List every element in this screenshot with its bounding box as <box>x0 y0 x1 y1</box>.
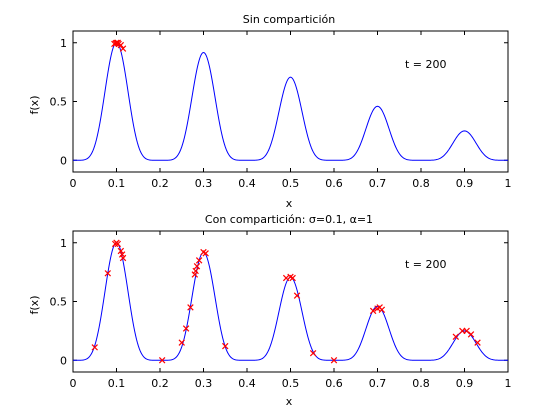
x-tick-label: 0 <box>70 377 77 390</box>
data-marker <box>330 357 338 364</box>
data-marker <box>193 263 201 270</box>
x-tick-label: 0.6 <box>325 177 343 190</box>
x-tick-label: 0.7 <box>369 177 387 190</box>
y-tick-label: 0 <box>60 154 67 167</box>
x-tick-label: 0.5 <box>282 377 300 390</box>
chart-bottom: Con compartición: σ=0.1, α=1 0 0.1 0.2 0.3 0… <box>28 213 512 408</box>
x-tick-label: 0.4 <box>238 177 256 190</box>
data-marker <box>112 40 119 47</box>
y-tick-label: 0.5 <box>50 96 68 109</box>
data-marker <box>452 333 460 340</box>
data-marker <box>192 267 199 275</box>
chart-bottom-title: Con compartición: σ=0.1, α=1 <box>205 213 373 226</box>
x-tick-label: 0.9 <box>456 377 474 390</box>
data-marker <box>158 357 166 364</box>
x-tick-label: 0.3 <box>195 177 213 190</box>
y-tick-label: 0 <box>60 354 67 367</box>
chart-top-xlabel: x <box>286 197 293 210</box>
chart-top: Sin compartición 0 0.1 0.2 0.3 0.4 0.5 0.6 0.7 0… <box>28 13 512 210</box>
chart-bottom-markers <box>91 239 481 364</box>
data-marker <box>293 292 301 299</box>
data-marker <box>178 339 185 346</box>
x-tick-label: 0.8 <box>412 177 430 190</box>
y-tick-label: 0.5 <box>50 296 68 309</box>
data-marker <box>474 339 481 346</box>
data-marker <box>467 331 475 338</box>
chart-bottom-ticks: 0 0.1 0.2 0.3 0.4 0.5 0.6 0.7 0.8 0.9 1 0 0.5 1 <box>50 231 512 390</box>
data-marker <box>182 325 190 332</box>
x-tick-label: 0.5 <box>282 177 300 190</box>
chart-bottom-xlabel: x <box>286 395 293 408</box>
x-tick-label: 0.3 <box>195 377 213 390</box>
chart-top-ylabel: f(x) <box>28 96 41 115</box>
x-tick-label: 0.2 <box>151 377 169 390</box>
data-marker <box>119 45 127 52</box>
data-marker <box>114 39 122 46</box>
x-tick-label: 1 <box>505 377 512 390</box>
chart-bottom-ylabel: f(x) <box>28 296 41 315</box>
x-tick-label: 0.6 <box>325 377 343 390</box>
x-tick-label: 0.8 <box>412 377 430 390</box>
chart-top-markers <box>111 39 127 52</box>
data-marker <box>195 257 203 264</box>
x-tick-label: 0.1 <box>108 177 126 190</box>
data-marker <box>91 344 98 351</box>
data-marker <box>369 307 377 315</box>
y-tick-label: 1 <box>60 37 67 50</box>
y-tick-label: 1 <box>60 237 67 250</box>
x-tick-label: 0.2 <box>151 177 169 190</box>
chart-bottom-annotation: t = 200 <box>405 258 447 271</box>
chart-bottom-title-text: Con compartición: σ=0.1, α=1 <box>205 213 373 226</box>
data-marker <box>222 342 229 350</box>
x-tick-label: 0.4 <box>238 377 256 390</box>
x-tick-label: 0 <box>70 177 77 190</box>
chart-bottom-plot-area <box>72 230 509 373</box>
data-marker <box>378 306 386 313</box>
data-marker <box>118 251 126 258</box>
data-marker <box>104 270 112 277</box>
data-marker <box>114 240 122 248</box>
data-marker <box>117 247 125 255</box>
data-marker <box>202 250 209 257</box>
data-marker <box>289 274 296 282</box>
chart-top-curve <box>73 42 508 161</box>
chart-top-plot-area <box>72 30 509 173</box>
data-marker <box>187 304 194 311</box>
chart-top-title: Sin compartición <box>243 13 335 26</box>
x-tick-label: 1 <box>505 177 512 190</box>
chart-top-annotation: t = 200 <box>405 58 447 71</box>
x-tick-label: 0.7 <box>369 377 387 390</box>
data-marker <box>309 349 317 357</box>
x-tick-label: 0.1 <box>108 377 126 390</box>
x-tick-label: 0.9 <box>456 177 474 190</box>
chart-top-ticks: 0 0.1 0.2 0.3 0.4 0.5 0.6 0.7 0.8 0.9 1 0 0.5 1 <box>50 31 512 190</box>
